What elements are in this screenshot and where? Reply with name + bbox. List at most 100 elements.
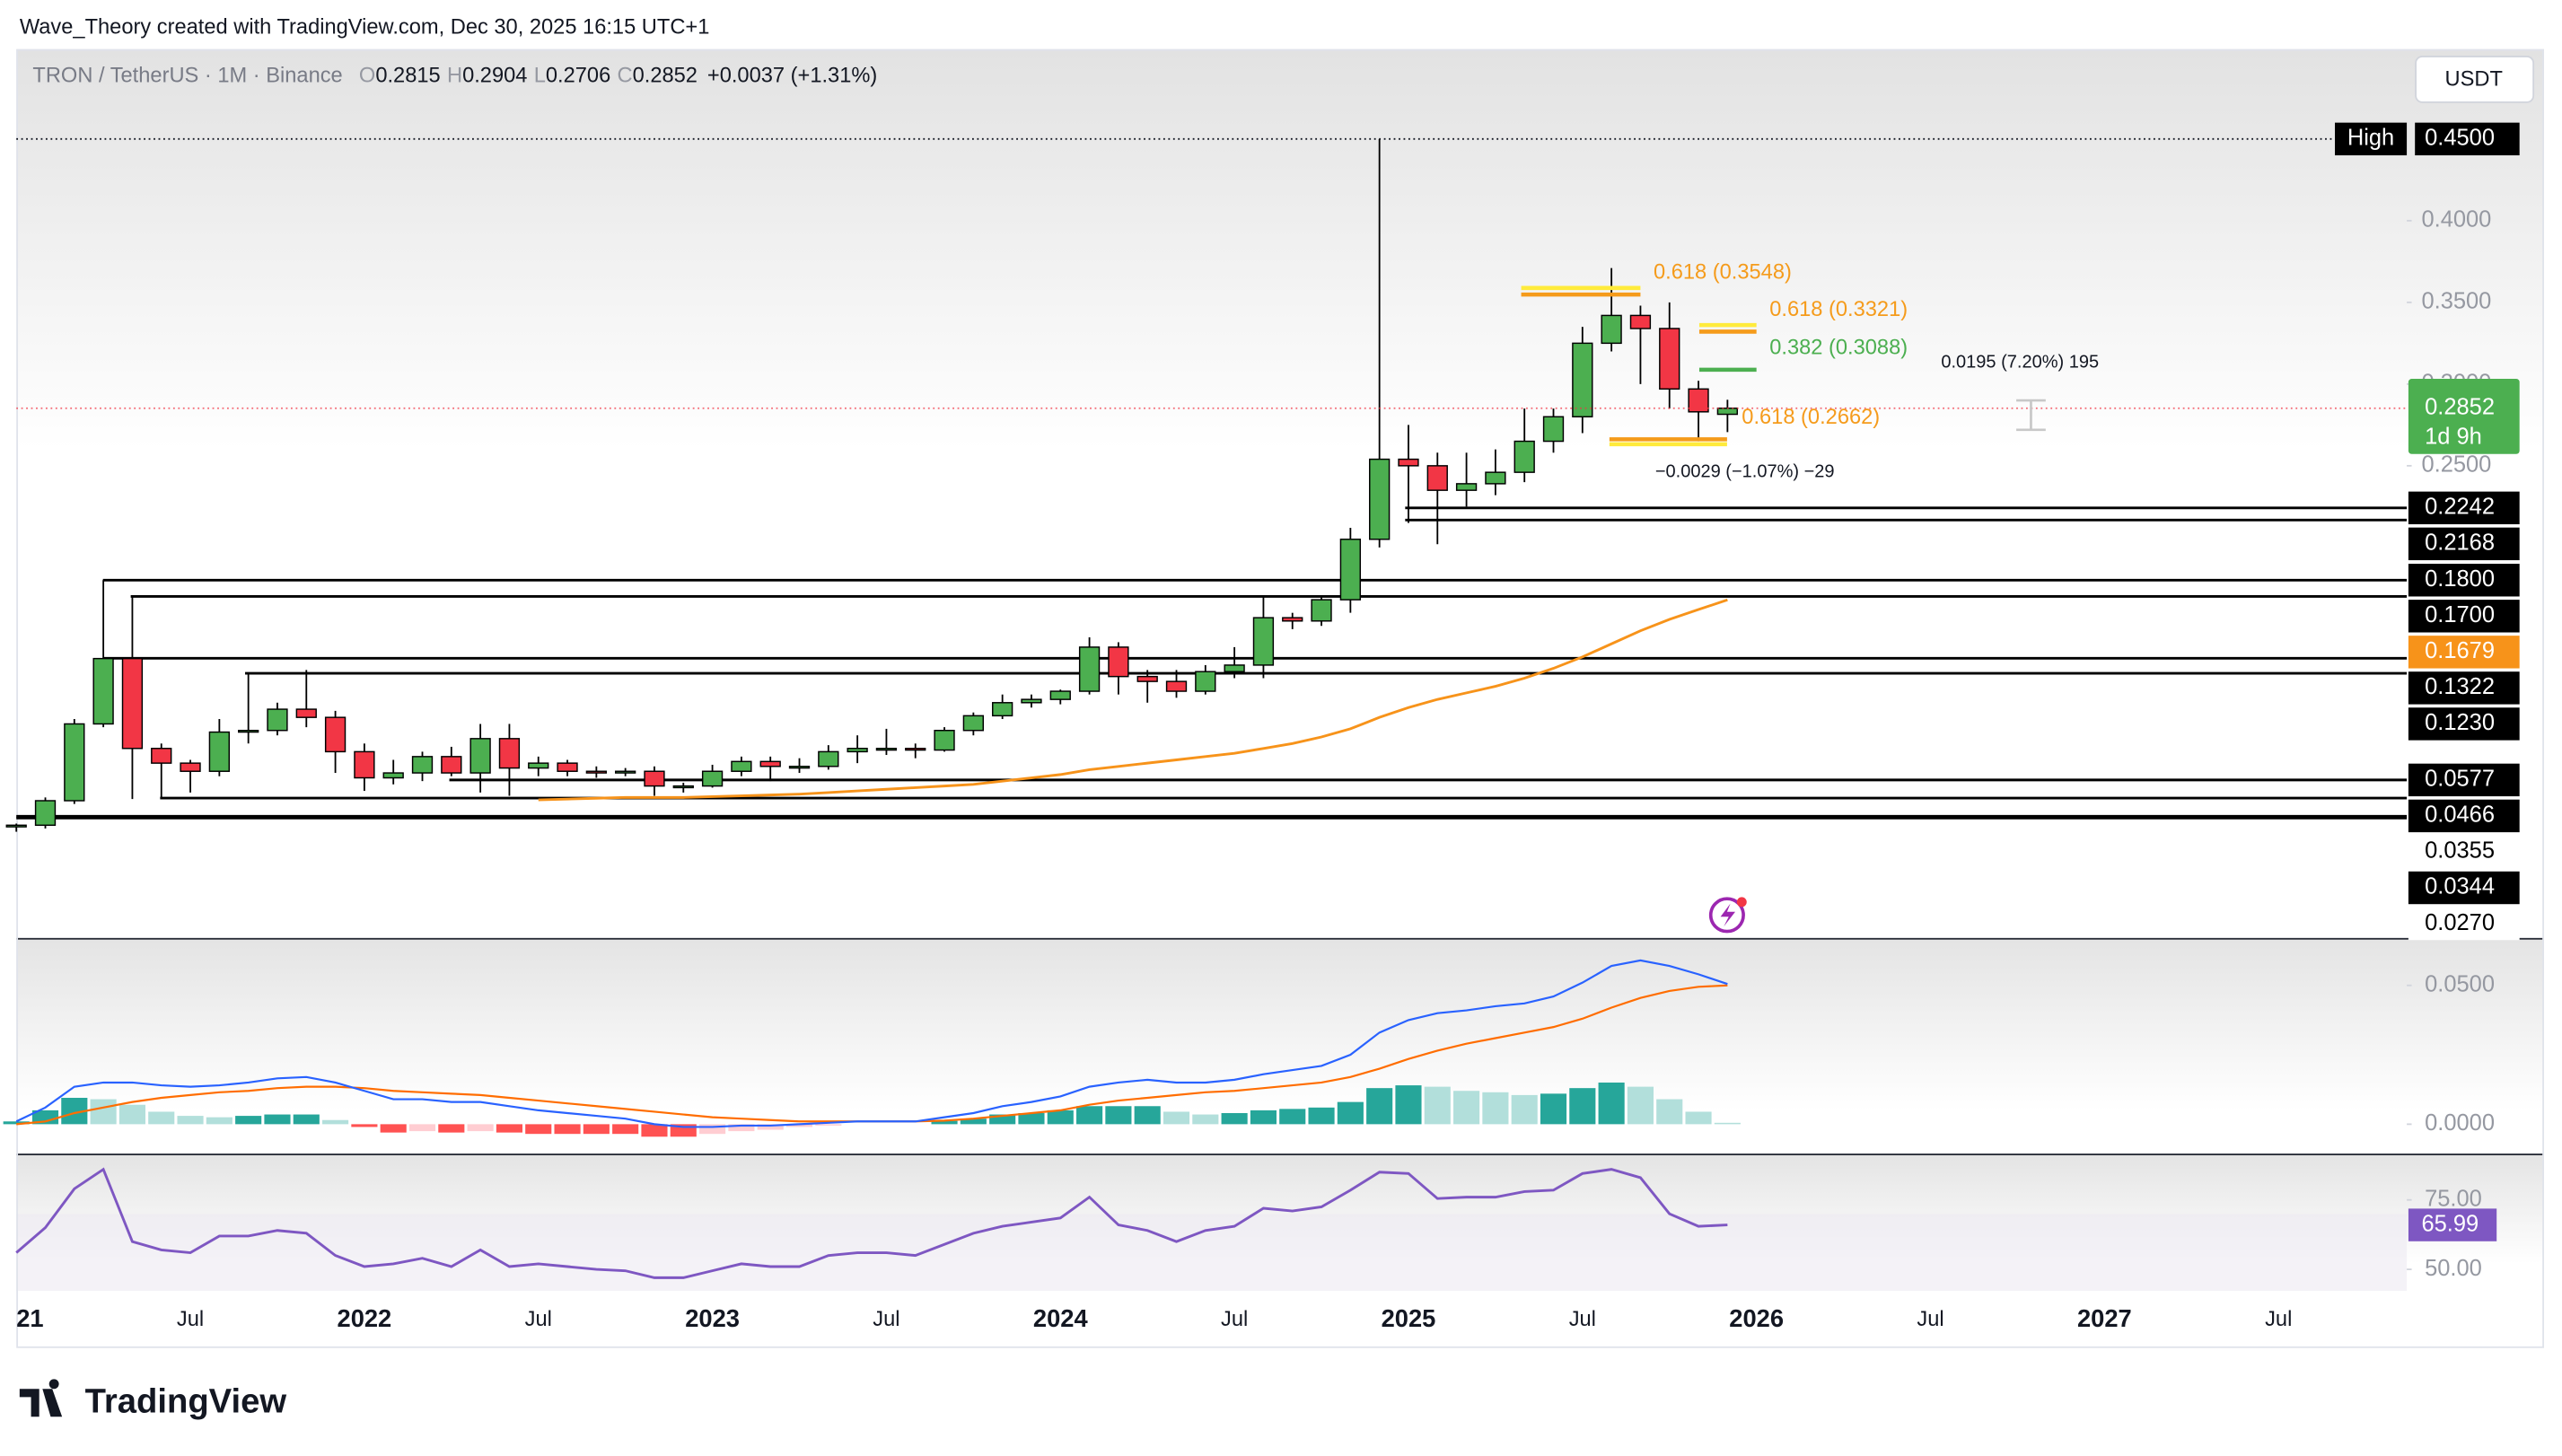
alert-circle: [1708, 897, 1745, 934]
candle-body: [905, 748, 926, 751]
x-tick-label: Jul: [2265, 1308, 2292, 1331]
price-scale-label: 0.2242: [2425, 495, 2495, 520]
brand-name: TradingView: [85, 1382, 287, 1421]
macd-histogram-bar: [583, 1124, 610, 1135]
price-scale-tag: [2408, 564, 2520, 597]
logo-mark: [19, 1379, 63, 1417]
macd-histogram-bar: [293, 1114, 320, 1125]
candle-body: [847, 748, 868, 753]
countdown: 1d 9h: [2425, 424, 2482, 449]
macd-histogram-bar: [1685, 1111, 1712, 1125]
candle-body: [818, 750, 839, 767]
rsi-tick-label: 75.00: [2425, 1186, 2482, 1211]
candle-body: [701, 770, 724, 787]
macd-histogram-bar: [1714, 1122, 1741, 1125]
macd-histogram-bar: [1279, 1109, 1306, 1125]
candle-body: [992, 702, 1013, 717]
macd-histogram-bar: [3, 1121, 30, 1125]
macd-histogram-bar: [177, 1116, 204, 1125]
candle-body: [180, 762, 201, 772]
brand-logo: TradingView: [19, 1379, 287, 1421]
macd-histogram-bar: [1424, 1086, 1451, 1125]
candle-body: [441, 756, 462, 774]
macd-histogram-bar: [467, 1124, 494, 1132]
candle-body: [151, 748, 172, 764]
candle-body: [934, 730, 955, 751]
price-scale-tag: [2408, 763, 2520, 797]
candle-body: [1282, 617, 1303, 622]
legend-value: 0.2815: [375, 65, 440, 88]
candle-body: [557, 762, 578, 772]
fib-label: 0.618 (0.3321): [1769, 298, 1908, 321]
price-scale-tag: [2408, 835, 2520, 869]
price-scale-tag: [2408, 491, 2520, 525]
candle-body: [382, 772, 404, 779]
candle-body: [1078, 646, 1101, 692]
macd-histogram-bar: [1627, 1086, 1654, 1125]
macd-histogram-bar: [148, 1111, 175, 1125]
candle-body: [1311, 599, 1332, 622]
macd-histogram-bar: [815, 1124, 842, 1126]
plot-layer: 0.40000.35000.30000.2500High0.45000.2852…: [3, 122, 2520, 1332]
candle-body: [875, 748, 898, 751]
candle-body: [121, 657, 144, 750]
measure-cursor: [2016, 399, 2046, 432]
macd-histogram-bar: [90, 1099, 117, 1125]
x-tick-label: 21: [16, 1304, 43, 1332]
macd-histogram-bar: [235, 1116, 262, 1125]
macd-histogram-bar: [641, 1124, 668, 1137]
x-tick-label: 2025: [1382, 1304, 1436, 1332]
macd-histogram-bar: [1308, 1107, 1335, 1125]
candle-body: [411, 756, 434, 774]
macd-histogram-bar: [1395, 1085, 1422, 1125]
price-label: 0.2852: [2425, 395, 2495, 420]
candle-body: [731, 760, 752, 772]
rsi-line: [15, 1167, 1728, 1279]
x-tick-label: 2026: [1729, 1304, 1784, 1332]
legend-change: +0.0037 (+1.31%): [707, 65, 877, 88]
legend-key: O: [359, 65, 375, 88]
legend-key: C: [618, 65, 633, 88]
rsi-tick-label: 50.00: [2425, 1256, 2482, 1281]
macd-histogram-bar: [1337, 1101, 1364, 1125]
macd-histogram-bar: [728, 1124, 755, 1132]
candle-body: [324, 716, 347, 753]
macd-histogram-bar: [1018, 1112, 1045, 1125]
x-tick-label: Jul: [1917, 1308, 1943, 1331]
candle-body: [1224, 664, 1245, 672]
candle-body: [1369, 458, 1391, 540]
macd-histogram-bar: [1366, 1088, 1393, 1125]
macd-histogram-bar: [1163, 1111, 1190, 1125]
candle-body: [1195, 671, 1216, 692]
candle-body: [354, 750, 375, 779]
alert-icon[interactable]: [1708, 897, 1747, 934]
macd-histogram-bar: [1250, 1110, 1277, 1125]
rsi-tag: [2408, 1208, 2497, 1241]
y-tick-label: 0.3500: [2421, 289, 2491, 314]
macd-tick-label: 0.0500: [2425, 971, 2495, 996]
macd-histogram-bar: [1540, 1093, 1567, 1125]
currency-label[interactable]: USDT: [2445, 68, 2503, 92]
macd-histogram-bar: [525, 1124, 552, 1135]
macd-histogram-bar: [1453, 1091, 1480, 1125]
price-scale-tag: [2408, 527, 2520, 561]
candle-body: [1601, 314, 1622, 345]
candle-body: [1485, 471, 1506, 485]
macd-histogram-bar: [1482, 1092, 1509, 1125]
price-scale-tag: [2408, 871, 2520, 905]
x-tick-label: 2023: [685, 1304, 740, 1332]
candle-body: [1572, 342, 1593, 417]
currency-button[interactable]: [2415, 56, 2535, 103]
price-scale-label: 0.0344: [2425, 874, 2495, 899]
x-tick-label: 2022: [338, 1304, 392, 1332]
macd-histogram-bar: [31, 1110, 59, 1125]
macd-histogram-bar: [554, 1124, 581, 1135]
macd-histogram-bar: [1192, 1114, 1219, 1125]
x-tick-label: 2024: [1033, 1304, 1089, 1332]
candle-body: [1136, 675, 1158, 682]
macd-histogram-bar: [989, 1114, 1016, 1125]
price-scale-label: 0.0577: [2425, 767, 2495, 792]
candle-body: [1339, 539, 1362, 601]
legend-value: 0.2706: [546, 65, 610, 88]
candle-body: [64, 723, 85, 802]
